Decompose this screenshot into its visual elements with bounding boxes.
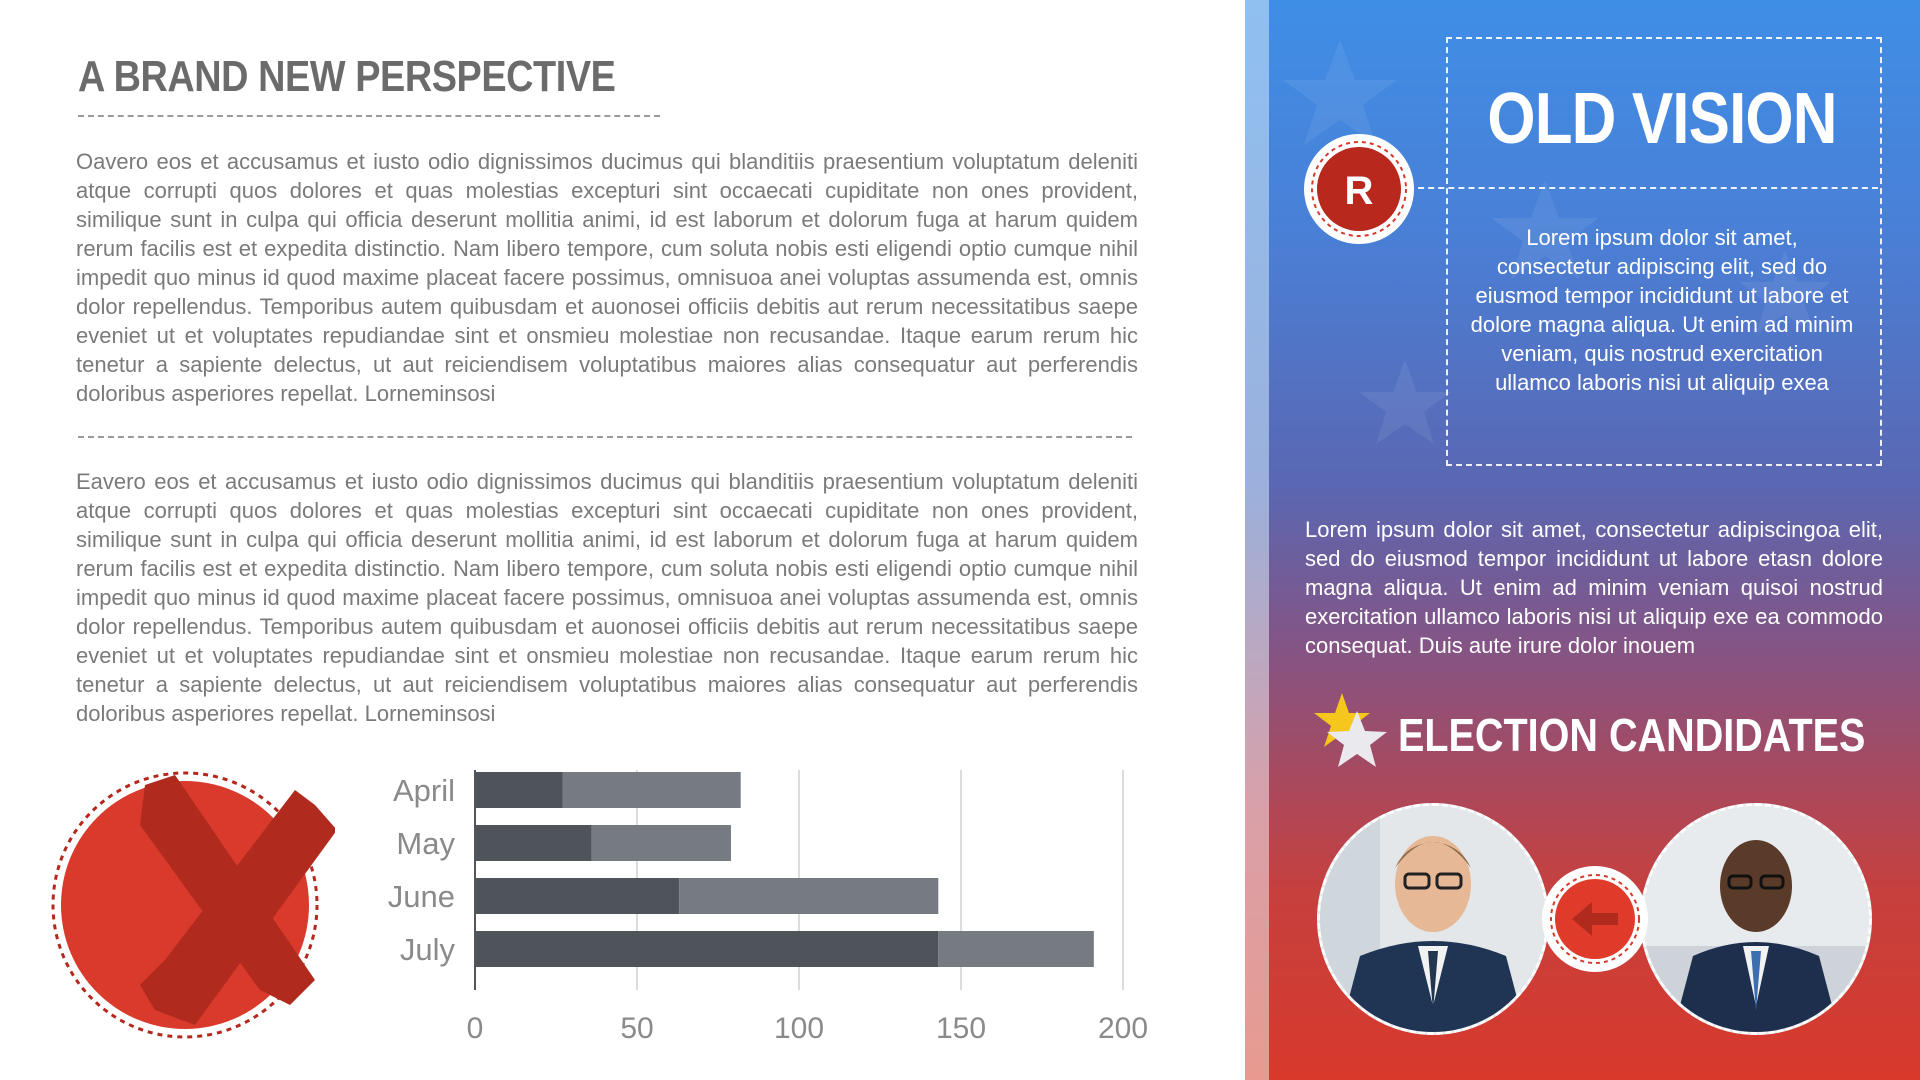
bar-may-segment-2	[591, 825, 731, 861]
x-tick-label: 50	[620, 1012, 653, 1045]
stars-icon	[1314, 693, 1387, 767]
bar-july-segment-2	[938, 931, 1094, 967]
chart-bars	[475, 772, 1094, 967]
category-label: June	[388, 879, 455, 914]
republican-badge-icon: R	[1304, 134, 1414, 244]
category-label: April	[393, 773, 455, 808]
x-tick-label: 0	[467, 1012, 484, 1045]
monthly-bar-chart: April May June July 0 50 100 150 200	[388, 770, 1148, 1045]
bar-june-segment-1	[475, 878, 680, 914]
x-tick-label: 200	[1098, 1012, 1148, 1045]
chart-tick-labels: 0 50 100 150 200	[467, 1012, 1148, 1045]
badge-letter: R	[1345, 169, 1374, 213]
category-label: July	[400, 932, 456, 967]
left-panel: A BRAND NEW PERSPECTIVE Oavero eos et ac…	[51, 52, 1149, 1045]
bar-april-segment-1	[475, 772, 563, 808]
right-paragraph: Lorem ipsum dolor sit amet, consectetur …	[1305, 517, 1883, 658]
bar-june-segment-2	[679, 878, 939, 914]
old-vision-text: Lorem ipsum dolor sit amet, consectetur …	[1470, 225, 1854, 395]
old-vision-divider	[1408, 187, 1878, 189]
paragraph-divider	[78, 436, 1132, 438]
bar-july-segment-1	[475, 931, 939, 967]
body-paragraph-2: Eavero eos et accusamus et iusto odio di…	[76, 469, 1138, 726]
candidate-portrait-1[interactable]	[1317, 803, 1549, 1035]
category-label: May	[396, 826, 455, 861]
flag-stars-background	[1283, 40, 1831, 444]
x-tick-label: 150	[936, 1012, 986, 1045]
body-paragraph-1: Oavero eos et accusamus et iusto odio di…	[76, 149, 1138, 406]
x-tick-label: 100	[774, 1012, 824, 1045]
bar-may-segment-1	[475, 825, 592, 861]
candidate-photo	[1643, 806, 1869, 1032]
chart-category-labels: April May June July	[388, 773, 456, 967]
title-divider	[78, 115, 660, 117]
election-candidates-title: ELECTION CANDIDATES	[1398, 709, 1866, 761]
bar-april-segment-2	[562, 772, 741, 808]
page-title: A BRAND NEW PERSPECTIVE	[78, 52, 616, 101]
candidate-photo	[1320, 806, 1546, 1032]
candidate-portrait-2[interactable]	[1640, 803, 1872, 1035]
panel-edge-strip	[1245, 0, 1269, 1080]
old-vision-title: OLD VISION	[1487, 79, 1837, 159]
arrow-left-icon[interactable]	[1540, 864, 1650, 974]
red-x-mark-icon	[51, 771, 335, 1039]
old-vision-frame	[1446, 37, 1882, 466]
